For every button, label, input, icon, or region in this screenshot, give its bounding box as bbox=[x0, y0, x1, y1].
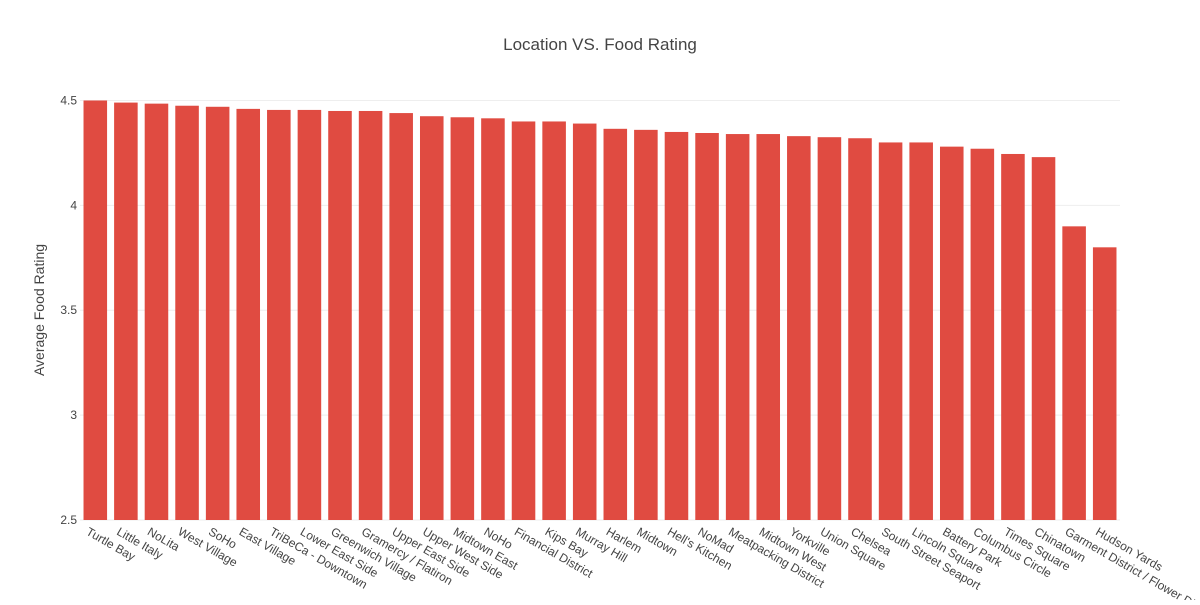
bar[interactable] bbox=[358, 110, 383, 520]
bar[interactable] bbox=[970, 148, 995, 521]
bar[interactable] bbox=[572, 123, 597, 520]
bar[interactable] bbox=[817, 137, 842, 520]
bar[interactable] bbox=[848, 138, 872, 520]
bar[interactable] bbox=[1092, 247, 1117, 520]
bar[interactable] bbox=[634, 129, 658, 521]
gridlines bbox=[80, 99, 1120, 521]
y-tick-labels: 2.5 3 3.5 4 4.5 bbox=[60, 93, 77, 527]
bar[interactable] bbox=[725, 134, 750, 521]
bar[interactable] bbox=[419, 116, 444, 520]
bar[interactable] bbox=[695, 133, 719, 520]
bar[interactable] bbox=[450, 117, 475, 520]
bar[interactable] bbox=[664, 131, 689, 520]
y-tick-label: 3 bbox=[70, 408, 77, 422]
chart-title: Location VS. Food Rating bbox=[503, 35, 697, 54]
bar[interactable] bbox=[297, 109, 322, 521]
bar[interactable] bbox=[328, 110, 352, 520]
y-axis-label: Average Food Rating bbox=[31, 244, 47, 376]
y-tick-label: 3.5 bbox=[60, 303, 77, 317]
bar[interactable] bbox=[909, 142, 933, 520]
bars bbox=[83, 100, 1117, 521]
bar[interactable] bbox=[756, 134, 781, 521]
bar[interactable] bbox=[542, 121, 566, 521]
bar[interactable] bbox=[787, 136, 811, 520]
bar[interactable] bbox=[511, 121, 536, 521]
bar[interactable] bbox=[144, 103, 169, 520]
bar[interactable] bbox=[389, 113, 413, 520]
bar[interactable] bbox=[1001, 153, 1025, 520]
bar[interactable] bbox=[267, 109, 291, 521]
y-tick-label: 2.5 bbox=[60, 513, 77, 527]
bar[interactable] bbox=[83, 100, 108, 521]
bar[interactable] bbox=[939, 146, 964, 520]
y-tick-label: 4 bbox=[70, 198, 77, 212]
bar[interactable] bbox=[481, 118, 505, 520]
bar[interactable] bbox=[205, 106, 230, 520]
bar[interactable] bbox=[1031, 157, 1056, 520]
bar[interactable] bbox=[1062, 226, 1086, 520]
bar[interactable] bbox=[603, 128, 628, 520]
x-tick-label: Garment District / Flower District bbox=[1063, 524, 1200, 600]
y-tick-label: 4.5 bbox=[60, 93, 77, 107]
bar[interactable] bbox=[236, 108, 261, 520]
bar[interactable] bbox=[878, 142, 903, 520]
bar[interactable] bbox=[114, 102, 138, 521]
bar[interactable] bbox=[175, 105, 199, 521]
